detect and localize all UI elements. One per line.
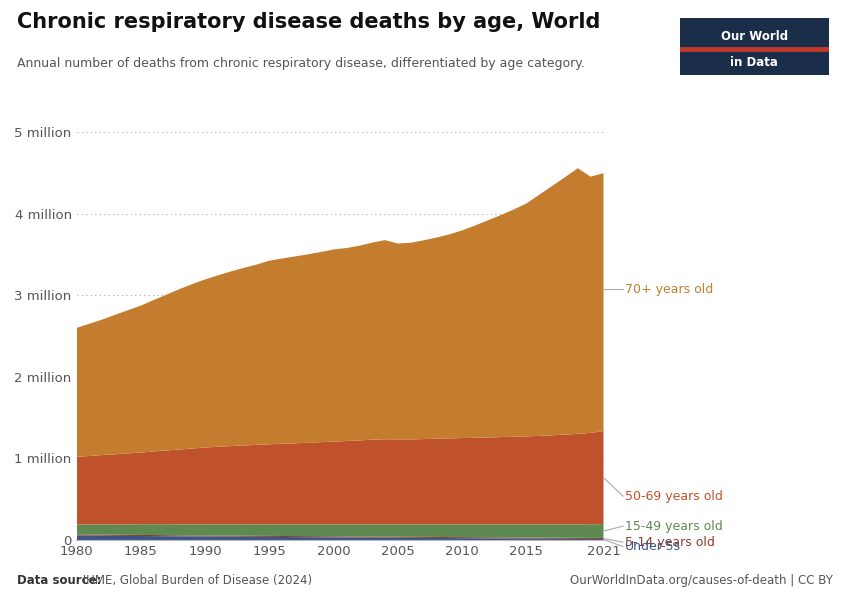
Text: OurWorldInData.org/causes-of-death | CC BY: OurWorldInData.org/causes-of-death | CC …: [570, 574, 833, 587]
Text: Annual number of deaths from chronic respiratory disease, differentiated by age : Annual number of deaths from chronic res…: [17, 57, 585, 70]
Text: 70+ years old: 70+ years old: [625, 283, 713, 296]
Text: in Data: in Data: [730, 56, 779, 69]
Text: 15-49 years old: 15-49 years old: [625, 520, 722, 533]
Text: Under-5s: Under-5s: [625, 540, 681, 553]
Text: Data source:: Data source:: [17, 574, 101, 587]
Text: Chronic respiratory disease deaths by age, World: Chronic respiratory disease deaths by ag…: [17, 12, 600, 32]
Text: Our World: Our World: [721, 30, 788, 43]
Text: 5-14 years old: 5-14 years old: [625, 536, 715, 549]
Text: 50-69 years old: 50-69 years old: [625, 490, 722, 503]
Text: IHME, Global Burden of Disease (2024): IHME, Global Burden of Disease (2024): [79, 574, 312, 587]
